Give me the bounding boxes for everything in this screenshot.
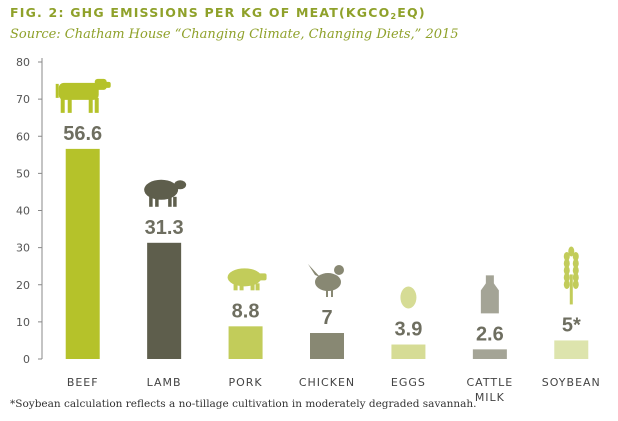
bar-value-label: 3.9 xyxy=(395,319,423,341)
bar-value-label: 5* xyxy=(562,314,581,336)
bar xyxy=(554,340,589,359)
bar xyxy=(65,148,100,359)
x-tick-label: CHICKEN xyxy=(299,376,355,389)
chart-title-subscript: 2 xyxy=(390,12,398,21)
y-tick-label: 80 xyxy=(16,56,30,69)
x-tick-label: LAMB xyxy=(147,376,182,389)
x-tick-label: CATTLE xyxy=(467,376,514,389)
chart-title-main: FIG. 2: GHG EMISSIONS PER KG OF MEAT(KGC… xyxy=(10,5,391,20)
bar-value-label: 2.6 xyxy=(476,323,504,345)
x-tick-label: BEEF xyxy=(67,376,99,389)
sheep-icon xyxy=(144,179,187,207)
chart-subtitle: Source: Chatham House “Changing Climate,… xyxy=(10,27,459,42)
bar xyxy=(472,349,507,359)
chart-title: FIG. 2: GHG EMISSIONS PER KG OF MEAT(KGC… xyxy=(10,5,426,21)
footnote: *Soybean calculation reflects a no-tilla… xyxy=(10,398,477,410)
x-tick-label: EGGS xyxy=(391,376,426,389)
wheat-icon xyxy=(563,246,579,305)
egg-icon xyxy=(400,286,417,309)
bar-value-label: 56.6 xyxy=(63,123,102,145)
y-tick-label: 20 xyxy=(16,279,30,292)
y-tick-label: 50 xyxy=(16,167,30,180)
bar xyxy=(228,326,263,359)
chart-title-end: EQ) xyxy=(397,5,426,20)
x-tick-label: SOYBEAN xyxy=(542,376,601,389)
y-tick-label: 40 xyxy=(16,205,30,218)
y-tick-label: 10 xyxy=(16,316,30,329)
bar-value-label: 7 xyxy=(321,307,332,329)
y-tick-label: 70 xyxy=(16,93,30,106)
y-tick-label: 0 xyxy=(23,353,30,366)
bar xyxy=(391,344,426,359)
y-tick-label: 30 xyxy=(16,242,30,255)
bar-value-label: 8.8 xyxy=(232,300,260,322)
pig-icon xyxy=(227,268,267,291)
milk-bottle-icon xyxy=(480,275,499,314)
cow-icon xyxy=(55,78,111,113)
bar xyxy=(310,333,344,359)
chicken-icon xyxy=(308,264,344,298)
x-tick-label: MILK xyxy=(475,391,505,404)
bar-value-label: 31.3 xyxy=(145,217,184,239)
bar xyxy=(147,242,182,359)
y-tick-label: 60 xyxy=(16,130,30,143)
x-tick-label: PORK xyxy=(228,376,262,389)
